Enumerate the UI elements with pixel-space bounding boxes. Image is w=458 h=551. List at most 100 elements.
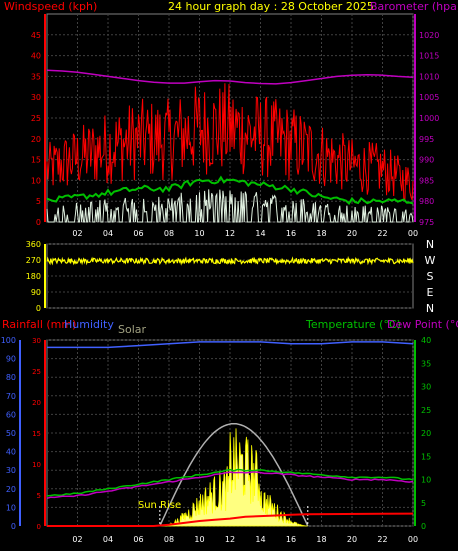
temp-tick-label: 25	[421, 406, 431, 415]
baro-tick-label: 1010	[419, 72, 439, 81]
temp-tick-label: 10	[421, 476, 431, 485]
temp-tick-label: 15	[421, 452, 431, 461]
wind-tick-label: 25	[31, 114, 41, 123]
humidity-tick-label: 20	[6, 485, 16, 494]
rainfall-axis-label: Rainfall (mm)	[2, 318, 76, 331]
direction-tick-label: 90	[31, 288, 41, 297]
humidity-tick-label: 50	[6, 429, 16, 438]
wind-tick-label: 5	[36, 197, 41, 206]
wind-x-tick-label: 12	[225, 229, 235, 238]
rain-x-tick-label: 14	[255, 535, 265, 544]
wind-tick-label: 0	[36, 218, 41, 227]
wind-x-tick-label: 18	[316, 229, 326, 238]
wind-x-tick-label: 06	[133, 229, 143, 238]
rain-x-tick-label: 04	[103, 535, 113, 544]
wind-x-tick-label: 08	[164, 229, 174, 238]
rain-tick-label: 10	[32, 461, 41, 469]
rain-tick-label: 20	[32, 399, 41, 407]
temp-tick-label: 5	[421, 499, 426, 508]
rain-x-tick-label: 22	[377, 535, 387, 544]
rain-x-tick-label: 00	[408, 535, 418, 544]
rain-tick-label: 25	[32, 368, 41, 376]
wind-tick-label: 10	[31, 176, 41, 185]
direction-tick-label: 0	[36, 304, 41, 313]
humidity-tick-label: 100	[1, 336, 16, 345]
wind-x-tick-label: 10	[194, 229, 204, 238]
direction-compass-label: N	[426, 238, 434, 251]
humidity-tick-label: 0	[11, 522, 16, 531]
temp-tick-label: 20	[421, 429, 431, 438]
humidity-tick-label: 80	[6, 373, 16, 382]
rain-x-tick-label: 20	[347, 535, 357, 544]
grid-lines	[47, 14, 414, 527]
dewpoint-series-line	[46, 471, 414, 500]
rain-x-tick-label: 18	[316, 535, 326, 544]
baro-tick-label: 990	[419, 156, 434, 165]
wind-gust-series-line	[46, 83, 414, 202]
rain-tick-label: 0	[37, 523, 41, 531]
baro-tick-label: 995	[419, 135, 434, 144]
baro-tick-label: 1015	[419, 52, 439, 61]
wind-x-tick-label: 16	[286, 229, 296, 238]
wind-tick-label: 15	[31, 156, 41, 165]
wind-avg-series-line	[46, 175, 414, 205]
barometer-series-line	[46, 69, 414, 85]
direction-compass-label: N	[426, 302, 434, 315]
rain-x-tick-label: 12	[225, 535, 235, 544]
barometer-axis-label: Barometer (hpa)	[370, 0, 458, 13]
rain-x-tick-label: 16	[286, 535, 296, 544]
temp-tick-label: 30	[421, 383, 431, 392]
wind-x-tick-label: 20	[347, 229, 357, 238]
wind-lull-series-line	[46, 189, 414, 223]
wind-tick-label: 40	[31, 52, 41, 61]
temp-tick-label: 35	[421, 359, 431, 368]
rainfall-series-line	[47, 512, 414, 527]
humidity-tick-label: 40	[6, 448, 16, 457]
direction-compass-label: S	[427, 270, 434, 283]
temp-tick-label: 0	[421, 522, 426, 531]
direction-tick-label: 360	[26, 240, 41, 249]
temperature-series-line	[46, 468, 414, 497]
chart-title: 24 hour graph day : 28 October 2025	[168, 0, 374, 13]
baro-tick-label: 985	[419, 176, 434, 185]
humidity-tick-label: 10	[6, 503, 16, 512]
wind-x-tick-label: 14	[255, 229, 265, 238]
baro-tick-label: 1000	[419, 114, 439, 123]
wind-x-tick-label: 02	[72, 229, 82, 238]
humidity-tick-label: 70	[6, 392, 16, 401]
rain-tick-label: 30	[32, 337, 41, 345]
direction-panel-frame	[46, 243, 414, 309]
wind-x-tick-label: 22	[377, 229, 387, 238]
wind-tick-label: 30	[31, 93, 41, 102]
wind-x-tick-label: 04	[103, 229, 113, 238]
direction-compass-label: W	[425, 254, 436, 267]
direction-series-line	[46, 255, 414, 266]
rain-tick-label: 5	[37, 492, 41, 500]
wind-x-tick-label: 00	[408, 229, 418, 238]
direction-tick-label: 180	[26, 272, 41, 281]
rain-x-tick-label: 08	[164, 535, 174, 544]
rain-tick-label: 15	[32, 430, 41, 438]
rain-x-tick-label: 02	[72, 535, 82, 544]
sunrise-label: Sun Rise	[138, 500, 181, 511]
humidity-tick-label: 90	[6, 355, 16, 364]
humidity-series-line	[47, 341, 414, 349]
baro-tick-label: 1020	[419, 31, 439, 40]
direction-compass-label: E	[427, 286, 434, 299]
dewpoint-axis-label: Dew Point (°C)	[387, 318, 458, 331]
solar-axis-label: Solar	[118, 323, 147, 336]
wind-tick-label: 45	[31, 31, 41, 40]
baro-tick-label: 980	[419, 197, 434, 206]
wind-tick-label: 35	[31, 72, 41, 81]
rain-x-tick-label: 06	[133, 535, 143, 544]
direction-tick-label: 270	[26, 256, 41, 265]
wind-tick-label: 20	[31, 135, 41, 144]
axes-labels: 0510152025303540459759809859909951000100…	[1, 14, 439, 544]
temperature-axis-label: Temperature (°C)	[305, 318, 401, 331]
rain-x-tick-label: 10	[194, 535, 204, 544]
chart-marks: Sun Rise	[46, 69, 414, 527]
humidity-tick-label: 30	[6, 466, 16, 475]
temp-tick-label: 40	[421, 336, 431, 345]
baro-tick-label: 1005	[419, 93, 439, 102]
